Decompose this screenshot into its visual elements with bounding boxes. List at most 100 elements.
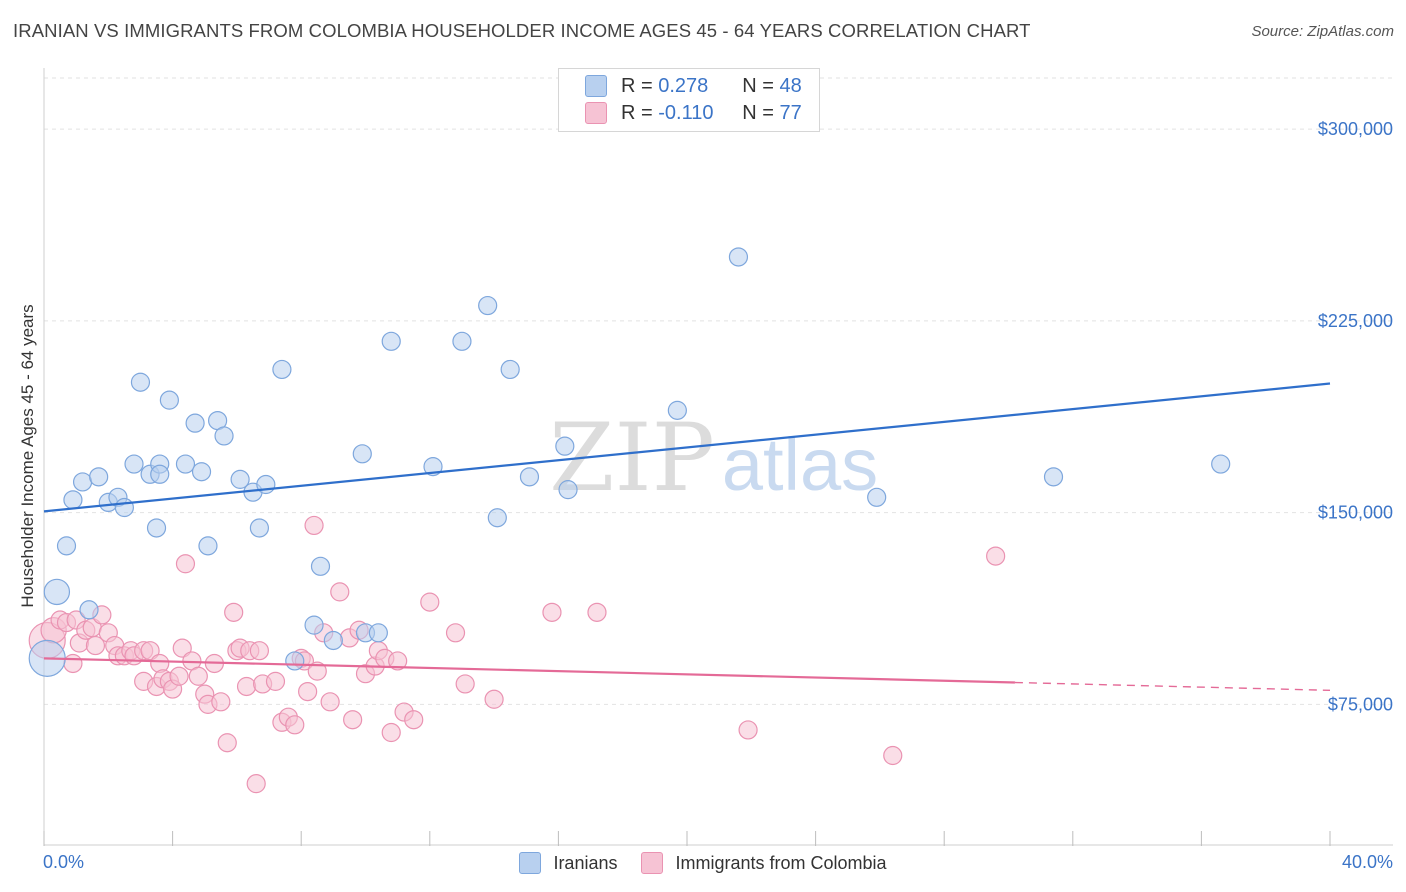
y-tick-label: $225,000 bbox=[1318, 311, 1393, 331]
colombia-r-value: -0.110 bbox=[658, 101, 714, 124]
iranian-point bbox=[249, 518, 270, 538]
iranian-point bbox=[1211, 454, 1231, 474]
colombia-point bbox=[404, 710, 424, 730]
source-label: Source: ZipAtlas.com bbox=[1251, 23, 1394, 40]
colombia-point bbox=[381, 722, 401, 743]
trend-lines bbox=[43, 382, 1331, 692]
colombia-point bbox=[211, 692, 231, 712]
iranian-point bbox=[487, 508, 507, 528]
colombia-point bbox=[307, 661, 327, 681]
iranian-point bbox=[150, 464, 170, 484]
colombia-point bbox=[455, 674, 475, 694]
iranian-point bbox=[310, 556, 331, 576]
iranian-point bbox=[130, 372, 151, 392]
y-tick-label: $75,000 bbox=[1328, 694, 1393, 714]
iranian-point bbox=[352, 444, 372, 464]
colombia-point bbox=[330, 582, 350, 602]
colombia-point bbox=[236, 676, 257, 697]
colombia-n-value: 77 bbox=[779, 101, 802, 124]
iranians-r-value: 0.278 bbox=[658, 74, 709, 97]
n-label: N = bbox=[742, 101, 774, 124]
colombia-point bbox=[85, 635, 106, 656]
iranian-point bbox=[272, 359, 292, 380]
colombia-point bbox=[738, 720, 758, 740]
colombia-point bbox=[224, 602, 244, 622]
iranian-trend-line bbox=[43, 382, 1331, 513]
colombia-point bbox=[304, 515, 324, 536]
colombia-point bbox=[188, 666, 208, 686]
colombia-point bbox=[420, 592, 440, 612]
colombia-point bbox=[542, 602, 562, 622]
iranian-point bbox=[43, 578, 71, 606]
legend-swatch-iranians bbox=[519, 852, 542, 874]
colombia-point bbox=[246, 774, 266, 794]
colombia-point bbox=[63, 653, 83, 674]
x-tick-min: 0.0% bbox=[43, 852, 85, 872]
colombia-point bbox=[388, 651, 408, 671]
iranian-point bbox=[555, 436, 575, 456]
legend-swatch-colombia bbox=[641, 852, 664, 874]
colombia-point bbox=[169, 666, 189, 686]
iranian-point bbox=[114, 497, 134, 518]
iranian-point bbox=[72, 472, 93, 492]
colombia-swatch bbox=[585, 102, 607, 124]
iranian-point bbox=[323, 630, 343, 651]
iranian-point bbox=[728, 247, 749, 267]
chart-title: IRANIAN VS IMMIGRANTS FROM COLOMBIA HOUS… bbox=[13, 20, 1031, 41]
y-tick-label: $300,000 bbox=[1318, 119, 1393, 139]
colombia-point bbox=[140, 641, 160, 661]
iranian-point bbox=[304, 615, 324, 635]
iranian-point bbox=[191, 462, 212, 482]
colombia-point bbox=[986, 546, 1006, 566]
n-label: N = bbox=[742, 74, 774, 97]
y-axis-label: Householder Income Ages 45 - 64 years bbox=[18, 304, 37, 608]
iranian-point bbox=[558, 480, 578, 500]
iranian-point bbox=[230, 469, 250, 489]
iranian-point bbox=[423, 457, 443, 477]
iranian-point bbox=[478, 295, 498, 316]
axes bbox=[43, 68, 1393, 846]
iranian-point bbox=[381, 331, 401, 351]
iranian-point bbox=[519, 467, 540, 487]
iranian-point bbox=[867, 487, 887, 507]
iranian-point bbox=[159, 390, 179, 410]
iranian-point bbox=[500, 359, 520, 380]
watermark: ZIP atlas bbox=[549, 404, 878, 513]
iranian-point bbox=[185, 413, 205, 433]
legend: Iranians Immigrants from Colombia bbox=[0, 852, 1406, 874]
colombia-point bbox=[249, 641, 270, 661]
legend-item-colombia[interactable]: Immigrants from Colombia bbox=[641, 852, 887, 874]
colombia-point bbox=[320, 692, 340, 712]
colombia-point bbox=[285, 715, 305, 735]
y-tick-labels: $75,000 $150,000 $225,000 $300,000 bbox=[1318, 119, 1393, 714]
correlation-stats-box: R = 0.278 N = 48 R = -0.110 N = 77 bbox=[558, 68, 820, 132]
iranian-point bbox=[56, 536, 77, 556]
colombia-point bbox=[883, 745, 903, 766]
colombia-point bbox=[265, 671, 286, 691]
colombia-trend-line bbox=[43, 657, 1015, 684]
y-tick-label: $150,000 bbox=[1318, 503, 1393, 523]
iranian-point bbox=[124, 454, 144, 474]
r-label: R = bbox=[621, 101, 653, 124]
colombia-point bbox=[484, 689, 504, 709]
colombia-point bbox=[343, 710, 363, 730]
iranian-point bbox=[285, 651, 305, 671]
iranian-point bbox=[146, 518, 167, 538]
x-tick-max: 40.0% bbox=[1341, 852, 1393, 872]
iranian-point bbox=[79, 600, 99, 620]
iranian-points bbox=[28, 247, 1231, 677]
iranian-point bbox=[63, 490, 83, 510]
colombia-point bbox=[217, 733, 237, 753]
colombia-point bbox=[172, 638, 192, 658]
iranian-point bbox=[175, 454, 196, 474]
colombia-point bbox=[445, 623, 466, 643]
iranian-point bbox=[89, 467, 109, 487]
legend-label-colombia: Immigrants from Colombia bbox=[675, 852, 887, 873]
stats-row-colombia: R = -0.110 N = 77 bbox=[559, 101, 802, 125]
legend-item-iranians[interactable]: Iranians bbox=[519, 852, 617, 874]
iranian-point bbox=[214, 426, 234, 446]
iranian-point bbox=[667, 400, 687, 420]
r-label: R = bbox=[621, 74, 653, 97]
stats-row-iranians: R = 0.278 N = 48 bbox=[559, 74, 802, 98]
